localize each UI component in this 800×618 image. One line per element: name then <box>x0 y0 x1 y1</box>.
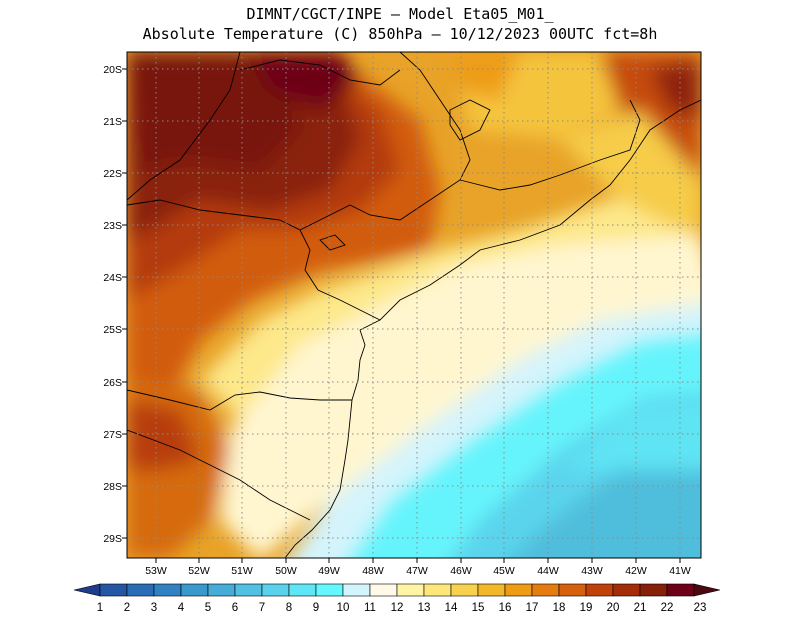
colorbar-swatch <box>153 583 182 597</box>
lat-label: 26S <box>103 377 122 389</box>
colorbar-swatch <box>639 583 668 597</box>
lon-label: 43W <box>581 565 603 577</box>
colorbar-swatch <box>504 583 533 597</box>
coastline-sp <box>359 239 521 331</box>
lat-label: 22S <box>103 168 122 180</box>
colorbar-label: 5 <box>205 602 211 614</box>
temperature-field <box>127 52 701 558</box>
coastlines <box>127 52 701 558</box>
border-go <box>239 59 401 86</box>
lat-label: 23S <box>103 220 122 232</box>
lon-label: 42W <box>625 565 647 577</box>
lon-label: 45W <box>493 565 515 577</box>
colorbar-swatch <box>180 583 209 597</box>
colorbar-label: 12 <box>391 602 404 614</box>
colorbar-swatch <box>369 583 398 597</box>
border-pr-sp <box>127 199 381 321</box>
colorbar-label: 17 <box>526 602 539 614</box>
longitude-labels: 53W 52W 51W 50W 49W 48W 47W 46W 45W 44W … <box>145 565 691 577</box>
lon-label: 52W <box>188 565 210 577</box>
colorbar-swatch <box>450 583 479 597</box>
map-frame <box>126 51 702 559</box>
graticule <box>127 52 701 558</box>
colorbar-label: 8 <box>286 602 292 614</box>
colorbar-swatch <box>423 583 452 597</box>
colorbar-swatch <box>693 583 721 597</box>
colorbar-swatch <box>342 583 371 597</box>
lat-label: 28S <box>103 481 122 493</box>
lon-label: 53W <box>145 565 167 577</box>
colorbar-label: 15 <box>472 602 485 614</box>
colorbar-swatch <box>558 583 587 597</box>
colorbar-labels: 1 2 3 4 5 6 7 8 9 10 11 12 13 14 15 16 1… <box>97 602 707 614</box>
colorbar-swatch <box>288 583 317 597</box>
colorbar-swatch <box>73 583 101 597</box>
colorbar-label: 13 <box>418 602 431 614</box>
colorbar-swatch <box>585 583 614 597</box>
colorbar-label: 9 <box>313 602 319 614</box>
colorbar-label: 21 <box>634 602 647 614</box>
coastline-south <box>284 329 366 558</box>
colorbar-swatch <box>315 583 344 597</box>
colorbar-label: 2 <box>124 602 130 614</box>
lon-label: 49W <box>318 565 340 577</box>
lat-label: 24S <box>103 272 122 284</box>
axis-ticks <box>122 68 681 563</box>
colorbar-swatch <box>666 583 695 597</box>
colorbar-swatch <box>234 583 263 597</box>
colorbar-label: 19 <box>580 602 593 614</box>
colorbar-swatch <box>612 583 641 597</box>
colorbar-label: 1 <box>97 602 103 614</box>
border-pr-sc <box>127 389 352 411</box>
coastline-ne <box>519 99 701 241</box>
border-sc-rs <box>127 429 311 521</box>
colorbar-swatch <box>207 583 236 597</box>
colorbar-label: 16 <box>499 602 512 614</box>
lat-label: 20S <box>103 64 122 76</box>
lon-label: 44W <box>537 565 559 577</box>
lon-label: 46W <box>450 565 472 577</box>
lon-label: 47W <box>406 565 428 577</box>
colorbar-label: 3 <box>151 602 157 614</box>
reservoir-1 <box>449 99 491 141</box>
lon-label: 51W <box>231 565 253 577</box>
colorbar-swatch <box>261 583 290 597</box>
colorbar-label: 6 <box>232 602 238 614</box>
lat-label: 27S <box>103 429 122 441</box>
colorbar-swatch <box>477 583 506 597</box>
lon-label: 48W <box>362 565 384 577</box>
lat-label: 21S <box>103 116 122 128</box>
colorbar-swatch <box>126 583 155 597</box>
border-mg-rj <box>459 99 641 191</box>
border-ms <box>127 52 241 201</box>
latitude-labels: 20S 21S 22S 23S 24S 25S 26S 27S 28S 29S <box>103 64 122 545</box>
colorbar-label: 20 <box>607 602 620 614</box>
colorbar-label: 4 <box>178 602 185 614</box>
colorbar-swatch <box>99 583 128 597</box>
reservoir-2 <box>319 234 346 251</box>
lon-label: 50W <box>275 565 297 577</box>
title-line-1: DIMNT/CGCT/INPE – Model Eta05_M01_ <box>246 5 554 23</box>
colorbar-label: 7 <box>259 602 265 614</box>
border-sp-mg <box>299 52 471 231</box>
colorbar-label: 18 <box>553 602 566 614</box>
colorbar-label: 10 <box>337 602 350 614</box>
colorbar-label: 14 <box>445 602 458 614</box>
colorbar-label: 22 <box>661 602 674 614</box>
lat-label: 29S <box>103 533 122 545</box>
colorbar-swatch <box>531 583 560 597</box>
colorbar <box>73 583 721 597</box>
lat-label: 25S <box>103 324 122 336</box>
colorbar-swatch <box>396 583 425 597</box>
title-line-2: Absolute Temperature (C) 850hPa – 10/12/… <box>142 25 658 43</box>
colorbar-label: 11 <box>364 602 376 614</box>
colorbar-label: 23 <box>694 602 707 614</box>
lon-label: 41W <box>669 565 691 577</box>
